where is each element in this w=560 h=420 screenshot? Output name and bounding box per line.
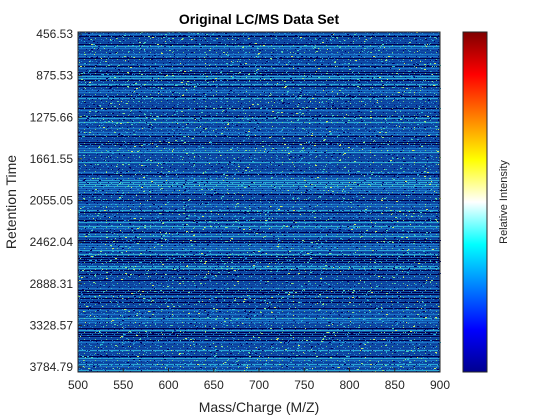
- plot-area: [77, 31, 441, 373]
- chart-title: Original LC/MS Data Set: [179, 11, 340, 27]
